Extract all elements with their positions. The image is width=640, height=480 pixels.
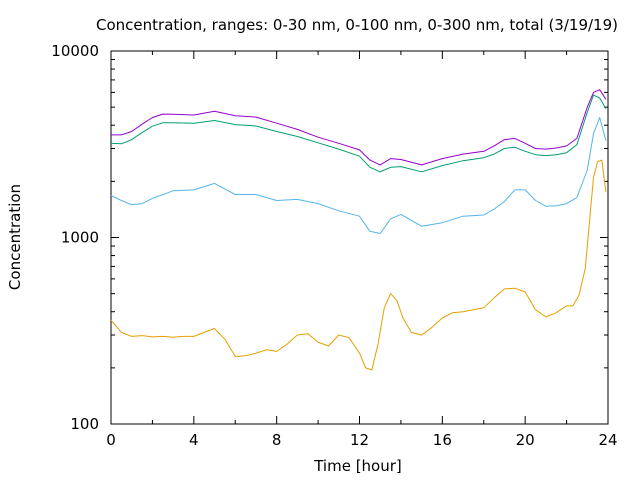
y-tick-label: 100	[70, 415, 99, 433]
x-tick-label: 4	[189, 431, 199, 449]
series-line-4	[111, 89, 607, 166]
plot-frame	[110, 50, 609, 425]
x-tick-label: 24	[598, 431, 617, 449]
x-tick-label: 16	[433, 431, 452, 449]
y-tick-label: 10000	[51, 42, 99, 60]
y-tick-label: 1000	[61, 229, 99, 247]
chart-title: Concentration, ranges: 0-30 nm, 0-100 nm…	[96, 16, 618, 34]
x-tick-label: 12	[350, 431, 369, 449]
y-axis-label: Concentration	[6, 184, 24, 290]
x-axis-label: Time [hour]	[313, 457, 402, 475]
x-tick-label: 20	[516, 431, 535, 449]
series-line-3	[110, 94, 607, 173]
x-tick-label: 0	[106, 431, 116, 449]
series-line-1	[110, 159, 607, 371]
x-tick-label: 8	[272, 431, 282, 449]
series-line-2	[110, 117, 607, 234]
